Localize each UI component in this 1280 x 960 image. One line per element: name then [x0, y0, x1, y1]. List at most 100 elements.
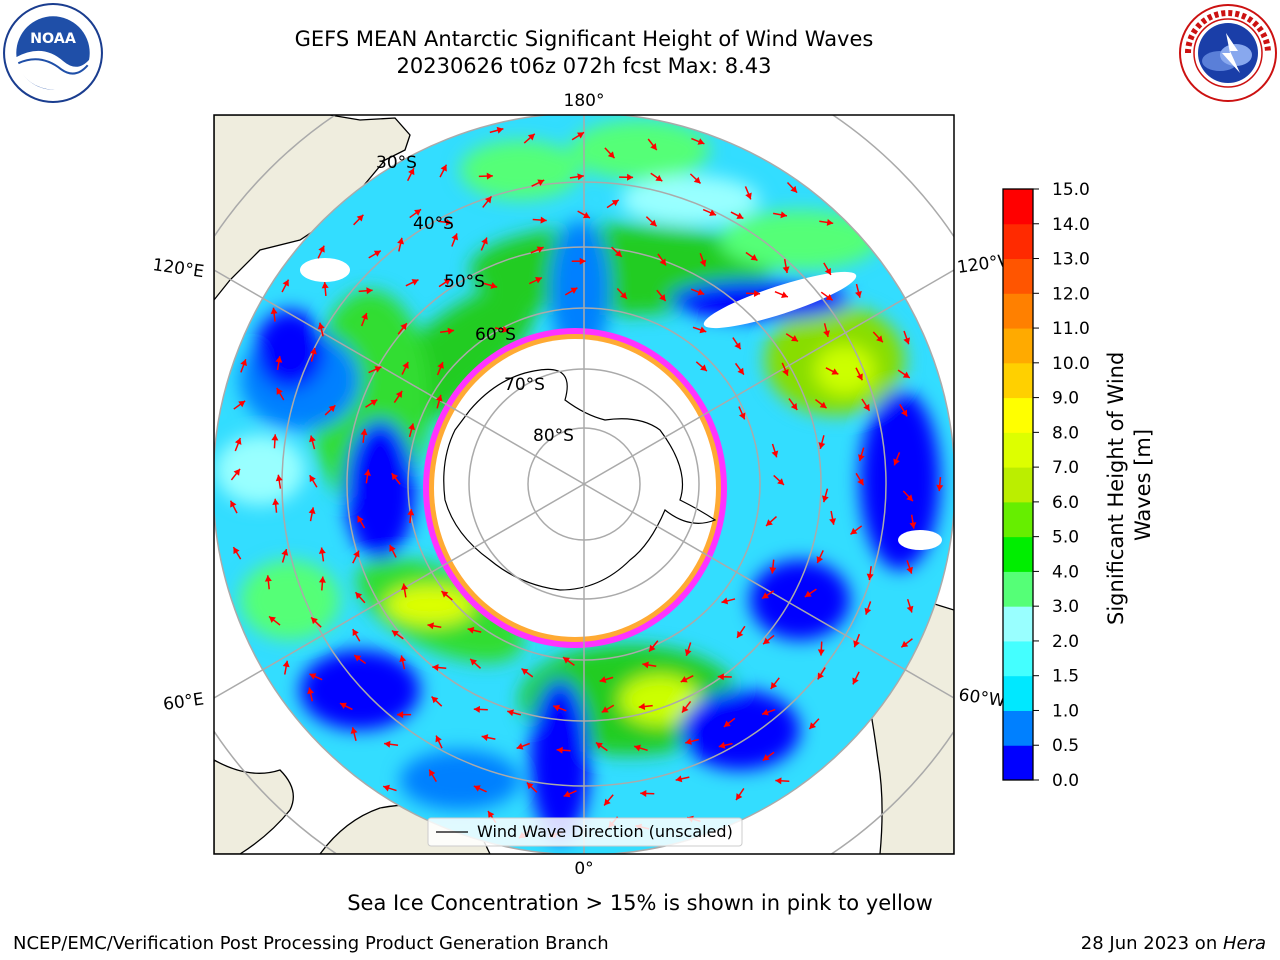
wave-arrow-head: [271, 434, 279, 441]
wave-arrow-head: [855, 290, 862, 298]
footer-machine: Hera: [1222, 933, 1266, 954]
wave-arrow-head: [864, 607, 872, 615]
wave-arrow-head: [723, 720, 731, 727]
wave-arrow-head: [537, 179, 545, 186]
wave-arrow-head: [853, 640, 860, 648]
wave-arrow-head: [275, 474, 283, 482]
wave-arrow-head: [852, 677, 859, 685]
wave-arrow-head: [685, 738, 692, 745]
wave-arrow-head: [857, 478, 864, 486]
wave-arrow-head: [282, 279, 289, 287]
wave-arrow-head: [282, 660, 290, 668]
wave-arrow-head: [356, 214, 364, 222]
australia-land: [214, 115, 411, 302]
wave-arrow-head: [399, 655, 407, 663]
wave-arrow-head: [638, 703, 646, 710]
wave-arrow-head: [408, 423, 416, 431]
wave-arrow-head: [777, 478, 784, 485]
wave-arrow-head: [364, 469, 371, 476]
wave-arrow-head: [414, 209, 422, 216]
africa-land: [214, 759, 294, 854]
wave-arrow-head: [269, 616, 276, 623]
map-legend: Wind Wave Direction (unscaled): [427, 817, 743, 847]
colorbar-label-line1: Significant Height of Wind: [1104, 352, 1128, 625]
colorbar-swatch: [1003, 745, 1033, 781]
wave-arrow-head: [276, 387, 283, 395]
wind-wave-arrows: [229, 126, 944, 839]
lat-label-60s: 60°S: [475, 325, 516, 345]
wave-arrow-head: [819, 401, 827, 409]
wave-arrow-head: [556, 746, 563, 754]
wave-arrow-head: [906, 566, 913, 574]
wave-arrow-head: [395, 390, 403, 398]
wave-arrow-head: [893, 458, 900, 466]
wave-arrow-head: [780, 211, 787, 219]
colorbar-tick-label: 15.0: [1052, 180, 1090, 200]
wave-arrow-head: [352, 629, 359, 637]
wave-arrow-head: [339, 702, 347, 709]
wave-arrow-head: [486, 172, 493, 180]
colorbar-tick-label: 12.0: [1052, 284, 1090, 304]
wave-arrow-head: [650, 143, 657, 151]
wave-arrow-head: [604, 798, 611, 806]
wave-arrow-head: [826, 218, 834, 226]
lon-label-lower-left: 60°E: [162, 689, 205, 714]
wave-arrow-head: [354, 655, 362, 662]
wave-arrow-head: [366, 287, 373, 295]
wave-arrow-head: [601, 706, 609, 713]
wave-arrow-head: [936, 484, 944, 492]
colorbar-tick-label: 6.0: [1052, 493, 1079, 513]
colorbar-tick-label: 4.0: [1052, 562, 1079, 582]
wave-arrow-head: [675, 775, 683, 783]
wave-arrow-head: [766, 519, 773, 526]
wave-arrow-head: [642, 661, 649, 669]
lon-label-top: 180°: [564, 91, 605, 111]
wave-arrow-head: [496, 126, 504, 134]
lat-label-40s: 40°S: [413, 214, 454, 234]
wave-arrow-head: [775, 777, 782, 785]
lat-label-80s: 80°S: [533, 426, 574, 446]
wave-arrow-head: [540, 216, 547, 224]
wave-arrow-head: [373, 250, 381, 257]
wave-arrow-head: [903, 337, 910, 345]
wave-arrow-head: [318, 245, 325, 253]
wave-arrow-head: [659, 294, 666, 301]
wave-arrow-head: [360, 428, 368, 436]
wave-arrow-head: [451, 233, 459, 241]
wave-arrow-head: [408, 168, 415, 176]
wave-arrow-head: [595, 742, 603, 749]
wave-arrow-head: [238, 400, 246, 408]
wave-arrow-head: [821, 495, 829, 503]
wave-arrow-head: [429, 769, 436, 777]
wave-arrow-head: [397, 237, 404, 245]
wave-arrow-head: [684, 649, 692, 656]
wave-arrow-head: [534, 277, 542, 284]
colorbar-tick-label: 2.0: [1052, 632, 1079, 652]
lon-label-bottom: 0°: [574, 859, 593, 879]
wave-arrow-head: [699, 326, 707, 334]
wave-arrow-head: [906, 605, 914, 613]
colorbar-border: [1002, 188, 1034, 781]
wave-arrow-head: [328, 405, 336, 412]
wave-arrow-head: [659, 258, 666, 266]
wave-arrow-head: [407, 509, 415, 516]
wave-arrow-head: [856, 373, 863, 381]
antarctica-coast: [443, 368, 717, 591]
wave-arrow-head: [599, 676, 607, 683]
wave-arrow-head: [309, 347, 317, 355]
wave-arrow-head: [473, 785, 481, 792]
wave-arrow-head: [553, 704, 561, 712]
colorbar-swatch: [1003, 397, 1033, 433]
wave-arrow-head: [577, 173, 584, 181]
wave-arrow-head: [309, 435, 316, 443]
wave-arrow-head: [308, 507, 316, 514]
colorbar-swatch: [1003, 432, 1033, 468]
wave-arrow-head: [270, 307, 278, 315]
wave-arrow-head: [901, 409, 908, 417]
wave-arrow-head: [909, 522, 917, 529]
wave-arrow-head: [902, 371, 910, 378]
wave-arrow-head: [634, 744, 641, 752]
wave-arrow-head: [355, 592, 363, 600]
wave-arrow-head: [745, 192, 752, 200]
colorbar-swatch: [1003, 571, 1033, 607]
